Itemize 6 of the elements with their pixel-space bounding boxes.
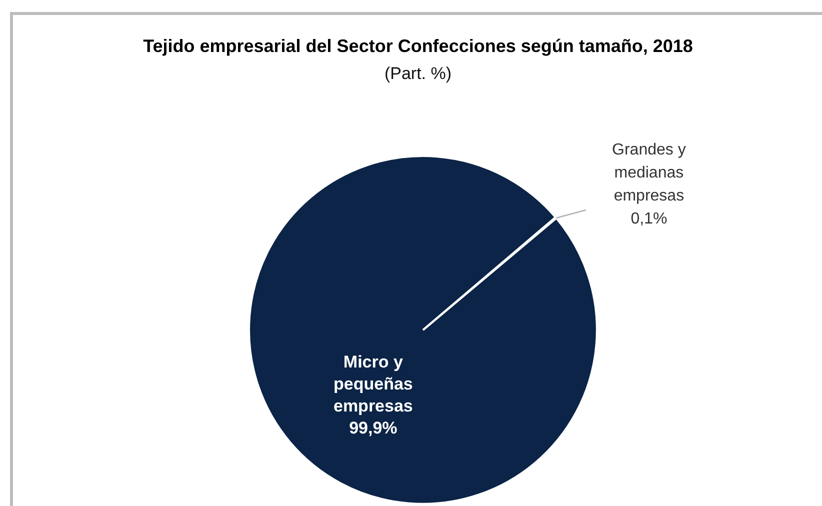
- data-label: 0,1%: [630, 210, 668, 228]
- data-label: 99,9%: [349, 418, 398, 438]
- slice-label: Micro y pequeñas empresas: [333, 352, 413, 416]
- chart-title: Tejido empresarial del Sector Confecciones según tamaño, 2018: [142, 36, 694, 57]
- slice-label: Grandes y medianas empresas: [612, 142, 686, 205]
- chart-subtitle: (Part. %): [383, 64, 453, 84]
